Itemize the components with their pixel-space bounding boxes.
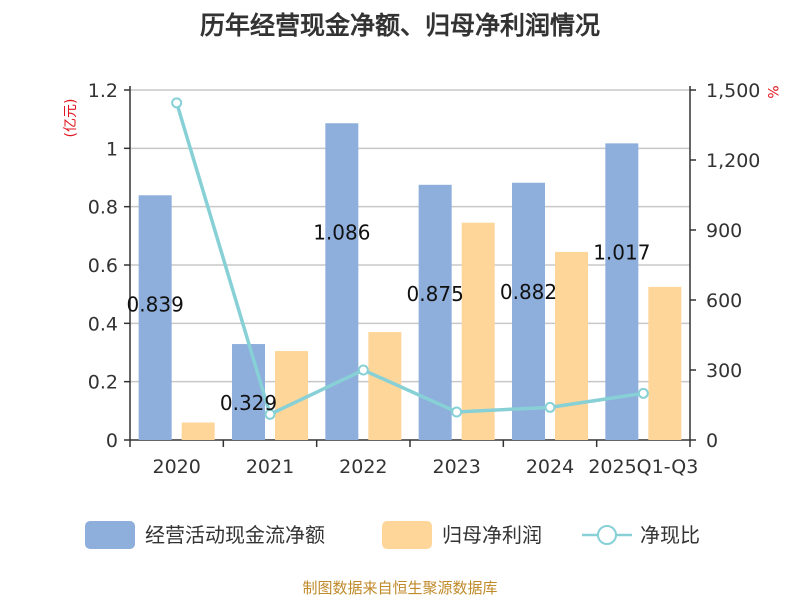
data-label: 1.017 bbox=[593, 240, 650, 264]
left-tick-label: 0.6 bbox=[88, 255, 118, 277]
data-label: 0.875 bbox=[407, 282, 464, 306]
bar-net-profit bbox=[648, 286, 682, 440]
bar-cashflow bbox=[512, 182, 545, 440]
data-label: 1.086 bbox=[313, 220, 370, 244]
bar-net-profit bbox=[181, 422, 215, 440]
x-tick-label: 2021 bbox=[246, 456, 294, 478]
data-label: 0.329 bbox=[220, 391, 277, 415]
ratio-line-path bbox=[174, 102, 644, 417]
legend-label-cashflow: 经营活动现金流净额 bbox=[145, 523, 325, 547]
left-axis-unit: (亿元) bbox=[63, 99, 79, 138]
bar-cashflow bbox=[605, 143, 639, 440]
x-tick-label: 2022 bbox=[339, 456, 387, 478]
data-labels: 0.839 0.329 1.086 0.875 0.882 1.017 bbox=[127, 220, 651, 415]
legend-swatch-cashflow bbox=[85, 521, 135, 549]
x-tick-label: 2025Q1-Q3 bbox=[588, 456, 698, 478]
bar-net-profit bbox=[555, 251, 588, 440]
bar-cashflow bbox=[232, 344, 265, 440]
ratio-point bbox=[357, 364, 369, 376]
left-tick-label: 0.4 bbox=[88, 313, 118, 335]
ratio-point bbox=[637, 387, 649, 399]
left-tick-label: 0.8 bbox=[88, 197, 118, 219]
left-tick-label: 0 bbox=[106, 430, 118, 452]
gridlines bbox=[130, 89, 690, 383]
x-tick-label: 2023 bbox=[432, 456, 480, 478]
legend-marker-ratio bbox=[597, 525, 617, 545]
ratio-point bbox=[451, 406, 463, 418]
legend-label-net-profit: 归母净利润 bbox=[442, 523, 542, 547]
chart-title: 历年经营现金净额、归母净利润情况 bbox=[200, 11, 600, 40]
bars bbox=[138, 123, 682, 440]
bar-cashflow bbox=[325, 123, 359, 440]
right-tick-label: 0 bbox=[706, 430, 718, 452]
bar-net-profit bbox=[461, 222, 495, 440]
right-tick-label: 1,500 bbox=[706, 80, 760, 102]
left-tick-label: 1 bbox=[106, 138, 118, 160]
right-tick-label: 600 bbox=[706, 290, 742, 312]
bar-cashflow bbox=[138, 195, 172, 440]
x-tick-label: 2020 bbox=[152, 456, 200, 478]
data-label: 0.839 bbox=[127, 292, 184, 316]
ratio-point bbox=[544, 401, 556, 413]
right-axis-unit: % bbox=[764, 85, 780, 98]
left-tick-label: 0.2 bbox=[88, 372, 118, 394]
ratio-point bbox=[171, 97, 183, 109]
ratio-line bbox=[171, 97, 649, 420]
legend-label-ratio: 净现比 bbox=[640, 523, 700, 547]
left-tick-label: 1.2 bbox=[88, 80, 118, 102]
x-tick-label: 2024 bbox=[526, 456, 574, 478]
data-label: 0.882 bbox=[500, 280, 557, 304]
right-tick-label: 300 bbox=[706, 360, 742, 382]
right-tick-label: 900 bbox=[706, 220, 742, 242]
legend: 经营活动现金流净额 归母净利润 净现比 bbox=[85, 521, 700, 549]
right-tick-label: 1,200 bbox=[706, 150, 760, 172]
source-note: 制图数据来自恒生聚源数据库 bbox=[302, 579, 497, 597]
legend-swatch-net-profit bbox=[382, 521, 432, 549]
bar-net-profit bbox=[275, 351, 308, 440]
ratio-point bbox=[264, 408, 276, 420]
axes: 0 0.2 0.4 0.6 0.8 1 1.2 0 300 600 900 1,200 1,500 202… bbox=[88, 80, 761, 478]
